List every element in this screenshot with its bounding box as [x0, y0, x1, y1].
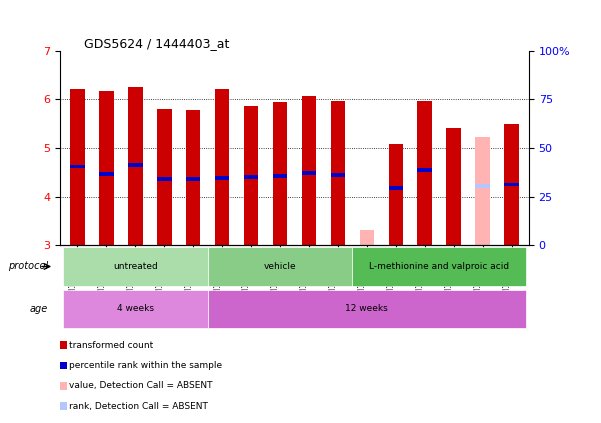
FancyBboxPatch shape: [63, 247, 208, 286]
Text: age: age: [30, 304, 48, 314]
Bar: [157, 177, 171, 181]
Text: GDS5624 / 1444403_at: GDS5624 / 1444403_at: [84, 37, 229, 49]
Text: value, Detection Call = ABSENT: value, Detection Call = ABSENT: [69, 381, 213, 390]
Bar: [359, 230, 374, 245]
Bar: [99, 91, 114, 245]
Text: vehicle: vehicle: [264, 262, 296, 271]
Text: percentile rank within the sample: percentile rank within the sample: [69, 361, 222, 370]
Bar: [331, 173, 345, 177]
Text: protocol: protocol: [8, 261, 48, 272]
Bar: [157, 109, 171, 245]
Bar: [475, 184, 490, 188]
Text: L-methionine and valproic acid: L-methionine and valproic acid: [369, 262, 509, 271]
Bar: [215, 176, 230, 180]
Bar: [418, 101, 432, 245]
Bar: [331, 102, 345, 245]
Bar: [128, 87, 142, 245]
Bar: [273, 102, 287, 245]
Text: rank, Detection Call = ABSENT: rank, Detection Call = ABSENT: [69, 401, 208, 411]
Text: 12 weeks: 12 weeks: [346, 304, 388, 313]
Bar: [475, 137, 490, 245]
FancyBboxPatch shape: [352, 247, 526, 286]
Text: 4 weeks: 4 weeks: [117, 304, 154, 313]
Bar: [302, 171, 316, 175]
FancyBboxPatch shape: [63, 290, 208, 328]
FancyBboxPatch shape: [208, 247, 352, 286]
Bar: [244, 106, 258, 245]
FancyBboxPatch shape: [208, 290, 526, 328]
Bar: [186, 177, 201, 181]
Bar: [70, 89, 85, 245]
Text: untreated: untreated: [113, 262, 157, 271]
Text: transformed count: transformed count: [69, 341, 153, 350]
Bar: [273, 174, 287, 178]
Bar: [244, 175, 258, 179]
Bar: [186, 110, 201, 245]
Bar: [447, 128, 461, 245]
Bar: [504, 124, 519, 245]
Bar: [99, 172, 114, 176]
Bar: [504, 183, 519, 187]
Bar: [128, 163, 142, 167]
Bar: [388, 144, 403, 245]
Bar: [418, 168, 432, 172]
Bar: [302, 96, 316, 245]
Bar: [388, 186, 403, 190]
Bar: [70, 165, 85, 168]
Bar: [215, 89, 230, 245]
